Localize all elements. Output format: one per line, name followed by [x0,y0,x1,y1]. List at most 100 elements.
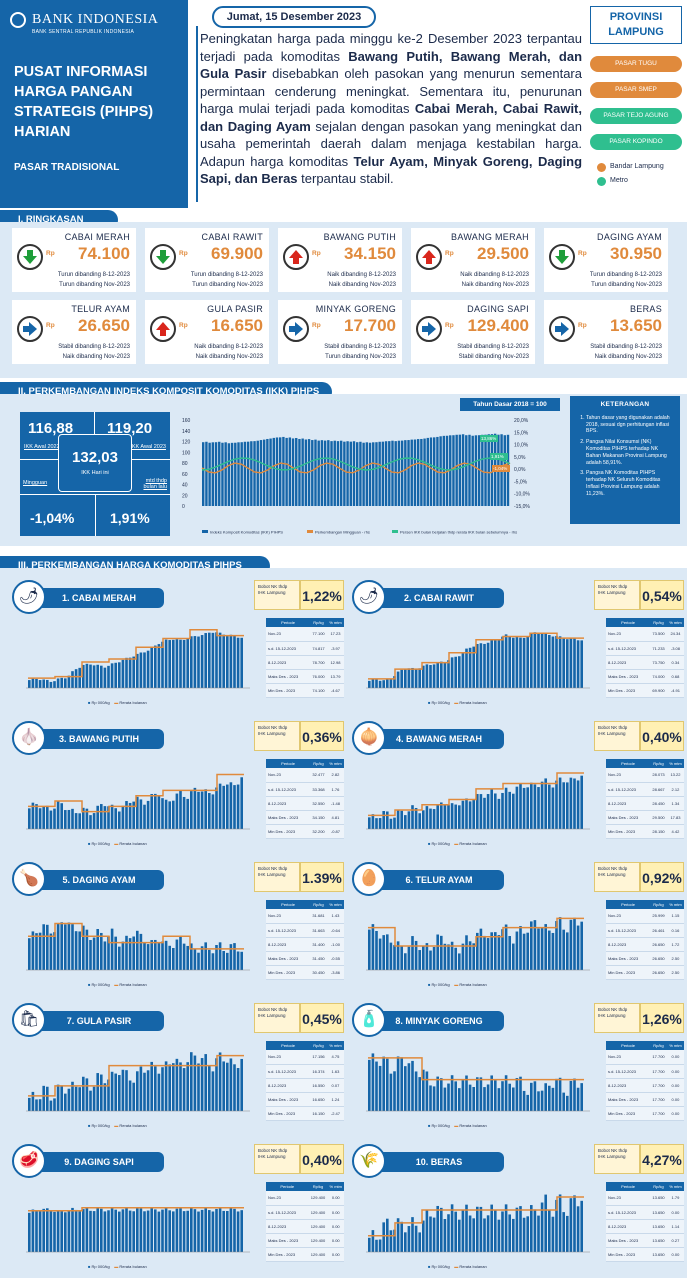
price-bar [573,1195,576,1252]
price-bar [200,946,204,970]
price-bar [461,800,465,829]
table-header: % mtm [666,900,684,909]
price-bar [576,1206,580,1252]
price-cell: 76.000 [310,669,327,684]
price-bar [447,660,450,688]
price-bar [537,1215,540,1252]
commodity-price: 30.950 [610,244,662,263]
ikk-bar [352,441,356,506]
price-cell: 16.374 [310,1064,327,1079]
price-bar [128,938,132,970]
price-bar [96,664,99,688]
price-bar [82,664,85,688]
period-cell: s.d. 15-12-2023 [606,782,651,797]
price-bar [443,1219,447,1252]
commodity-title: 7. GULA PASIR [34,1011,164,1031]
price-bar [519,783,522,829]
legend-label: Metro [610,177,628,184]
commodity-title: 6. TELUR AYAM [374,870,504,890]
chart-legend: ■ Rp 000/kg ▬ Rerata bulanan [88,700,147,705]
price-bar [186,1210,189,1252]
commodity-title: 1. CABAI MERAH [34,588,164,608]
table-row: 8-12-2023 13.650 1.14 [606,1219,684,1234]
price-bar [146,1210,150,1252]
ikk-bar [279,437,282,506]
price-bar [368,817,371,829]
price-bar [71,1207,74,1252]
price-bar [404,815,407,829]
trend-right-arrow-icon [283,316,309,342]
price-bar [190,636,193,688]
price-bar [490,788,493,829]
price-bar [64,924,67,970]
table-row: Maks Des - 2023 16.650 1.24 [266,1092,344,1107]
compare-weekly: Turun dibanding 8-12-2023 [589,272,662,278]
price-bar [236,1211,240,1252]
price-bar [454,947,457,970]
price-bar [100,665,103,688]
price-bar [233,785,236,829]
price-bar [164,799,168,829]
summary-card: MINYAK GORENG Rp 17.700 Stabil dibanding 8-… [278,300,402,364]
price-bar [522,637,526,688]
price-cell: 31.663 [310,923,327,938]
price-cell: 13.650 [650,1233,667,1248]
price-bar [533,1209,537,1252]
price-bar [49,1100,53,1111]
price-bar [38,680,42,688]
price-bar [418,1077,421,1111]
price-bar [476,794,479,829]
price-cell: 28.073 [650,768,667,783]
period-cell: 8-12-2023 [606,1078,651,1093]
price-cell: 74.100 [310,683,327,698]
commodity-price-chart [26,628,250,689]
ikk-awal-2023: 119,20 [107,420,153,437]
price-bar [107,1210,110,1252]
monthly-average-line [28,922,244,950]
price-bar [447,944,450,970]
legend-dot [597,177,606,186]
value-label: 13,86% [481,436,496,441]
mtm-cell: 13.22 [666,768,684,783]
price-cell: 129.400 [308,1247,328,1262]
price-bar [222,1210,225,1252]
price-bar [501,1081,504,1111]
price-bar [551,787,555,829]
price-bar [85,1208,89,1252]
table-row: Min Des - 2023 13.650 0.00 [606,1247,684,1262]
mtm-cell: 0.00 [666,1247,684,1262]
price-cell: 26.650 [650,937,667,952]
ikk-hari-ini: 132,03 [72,449,118,466]
table-header: Periode [266,1041,311,1050]
price-bar [508,791,511,829]
price-bar [67,675,71,688]
price-bar [461,652,465,688]
price-bar [465,1204,468,1252]
price-bar [146,1070,150,1111]
period-cell: Min Des - 2023 [266,1247,309,1262]
price-bar [429,665,432,688]
commodity-price-chart [366,632,590,689]
table-header: % mtm [327,1182,344,1191]
price-bar [436,1205,439,1252]
price-bar [60,922,63,970]
price-bar [566,1095,569,1111]
commodity-price: 13.650 [610,316,662,335]
price-bar [200,791,204,829]
compare-monthly: Naik dibanding Nov-2023 [328,282,396,288]
price-bar [562,1092,565,1111]
legend-label: Perkembangan Mingguan - rhs [315,530,370,535]
price-table: Periode Rp/kg% mtm Nov-23 77.100 17.23 s.d. 1… [266,618,344,698]
price-bar [522,933,526,970]
table-header: Rp/kg [310,759,327,768]
price-bar [458,656,461,688]
currency-label: Rp [46,250,55,257]
legend-dot [597,163,606,172]
price-bar [504,634,508,688]
table-row: 8-12-2023 28.450 1.34 [606,796,684,811]
price-bar [179,1208,182,1252]
price-bar [404,953,407,970]
price-bar [540,1202,544,1252]
price-bar [28,680,31,688]
price-bar [78,667,81,688]
